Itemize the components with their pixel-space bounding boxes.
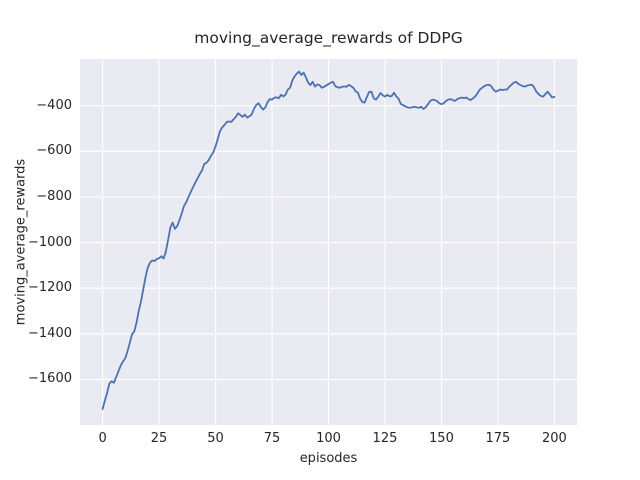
- y-tick-label: −800: [36, 188, 72, 204]
- series-line: [101, 70, 556, 410]
- y-tick-label: −1400: [28, 325, 72, 341]
- chart-title: moving_average_rewards of DDPG: [194, 29, 463, 47]
- y-tick-label: −1000: [28, 234, 72, 250]
- x-tick-label: 75: [263, 431, 281, 446]
- x-tick-label: 175: [485, 431, 511, 446]
- x-tick-label: 125: [372, 431, 398, 446]
- y-tick-label: −1600: [28, 371, 72, 387]
- x-tick-label: 100: [316, 431, 341, 446]
- x-tick-label: 50: [207, 431, 224, 446]
- x-tick-label: 0: [98, 431, 107, 446]
- x-tick-label: 150: [429, 431, 454, 446]
- x-axis-label: episodes: [299, 451, 358, 466]
- x-tick-label: 25: [150, 431, 168, 446]
- y-tick-label: −600: [36, 143, 72, 159]
- x-tick-label: 200: [541, 431, 567, 446]
- y-tick-label: −400: [36, 97, 72, 113]
- y-tick-label: −1200: [28, 280, 72, 296]
